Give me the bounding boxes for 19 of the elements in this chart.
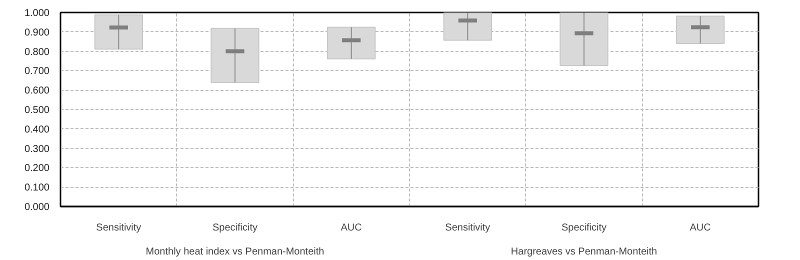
x-tick-label: Specificity [561,222,607,234]
y-tick-label: 0.200 [24,163,50,174]
y-tick-label: 0.700 [24,66,50,78]
x-tick-label: AUC [340,222,362,234]
x-tick-label: AUC [690,222,711,234]
y-tick-label: 1.000 [24,8,50,19]
y-tick-label: 0.000 [24,202,50,213]
y-tick-label: 0.800 [24,46,50,58]
text: Monthly heat index vs Penman-Monteith [146,246,324,258]
y-tick-label: 0.300 [24,144,50,155]
y-tick-label: 0.500 [24,105,50,116]
x-tick-label: Sensitivity [445,222,490,234]
x-tick-label: Specificity [212,222,258,234]
y-tick-label: 0.600 [24,86,50,97]
y-tick-label: 0.400 [24,124,50,136]
y-tick-label: 0.900 [24,27,50,38]
x-tick-label: Sensitivity [96,222,142,234]
y-tick-label: 0.100 [24,182,50,194]
text: Hargreaves vs Penman-Monteith [510,246,658,258]
